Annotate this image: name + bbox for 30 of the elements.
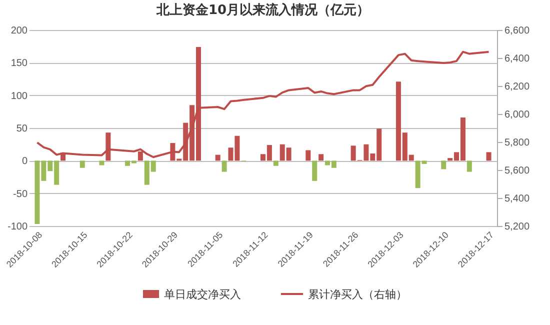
y2-tick-label: 6,600 xyxy=(504,26,530,36)
bar xyxy=(486,152,492,161)
bar xyxy=(222,160,227,172)
chart-title: 北上资金10月以来流入情况（亿元） xyxy=(155,2,370,18)
y-tick-label: 0 xyxy=(22,156,28,168)
bar xyxy=(215,154,220,161)
y-tick-label: 100 xyxy=(10,90,28,102)
line-series xyxy=(36,50,490,158)
bar xyxy=(466,160,472,172)
legend-label: 累计净买入（右轴） xyxy=(308,288,407,302)
bar xyxy=(80,160,85,168)
y2-tick-label: 5,200 xyxy=(504,222,530,232)
legend-label: 单日成交净买入 xyxy=(164,288,241,302)
y-tick-label: -50 xyxy=(13,188,28,200)
bar xyxy=(273,160,278,166)
y-tick-label: 50 xyxy=(16,124,28,134)
bar xyxy=(312,160,318,181)
y2-tick-label: 6,000 xyxy=(504,110,530,120)
bar xyxy=(318,154,324,161)
y2-tick-label: 6,200 xyxy=(504,82,530,92)
y2-tick-label: 5,400 xyxy=(504,194,530,204)
y2-tick-label: 5,600 xyxy=(504,166,530,176)
y2-tick-label: 6,400 xyxy=(504,54,530,64)
y-tick-label: 200 xyxy=(10,26,28,36)
bar xyxy=(306,150,311,161)
y2-tick-label: 5,800 xyxy=(504,138,530,148)
bar xyxy=(99,160,104,166)
y-tick-label: 150 xyxy=(10,58,28,70)
y-tick-label: -100 xyxy=(7,222,28,232)
bar xyxy=(441,160,446,170)
